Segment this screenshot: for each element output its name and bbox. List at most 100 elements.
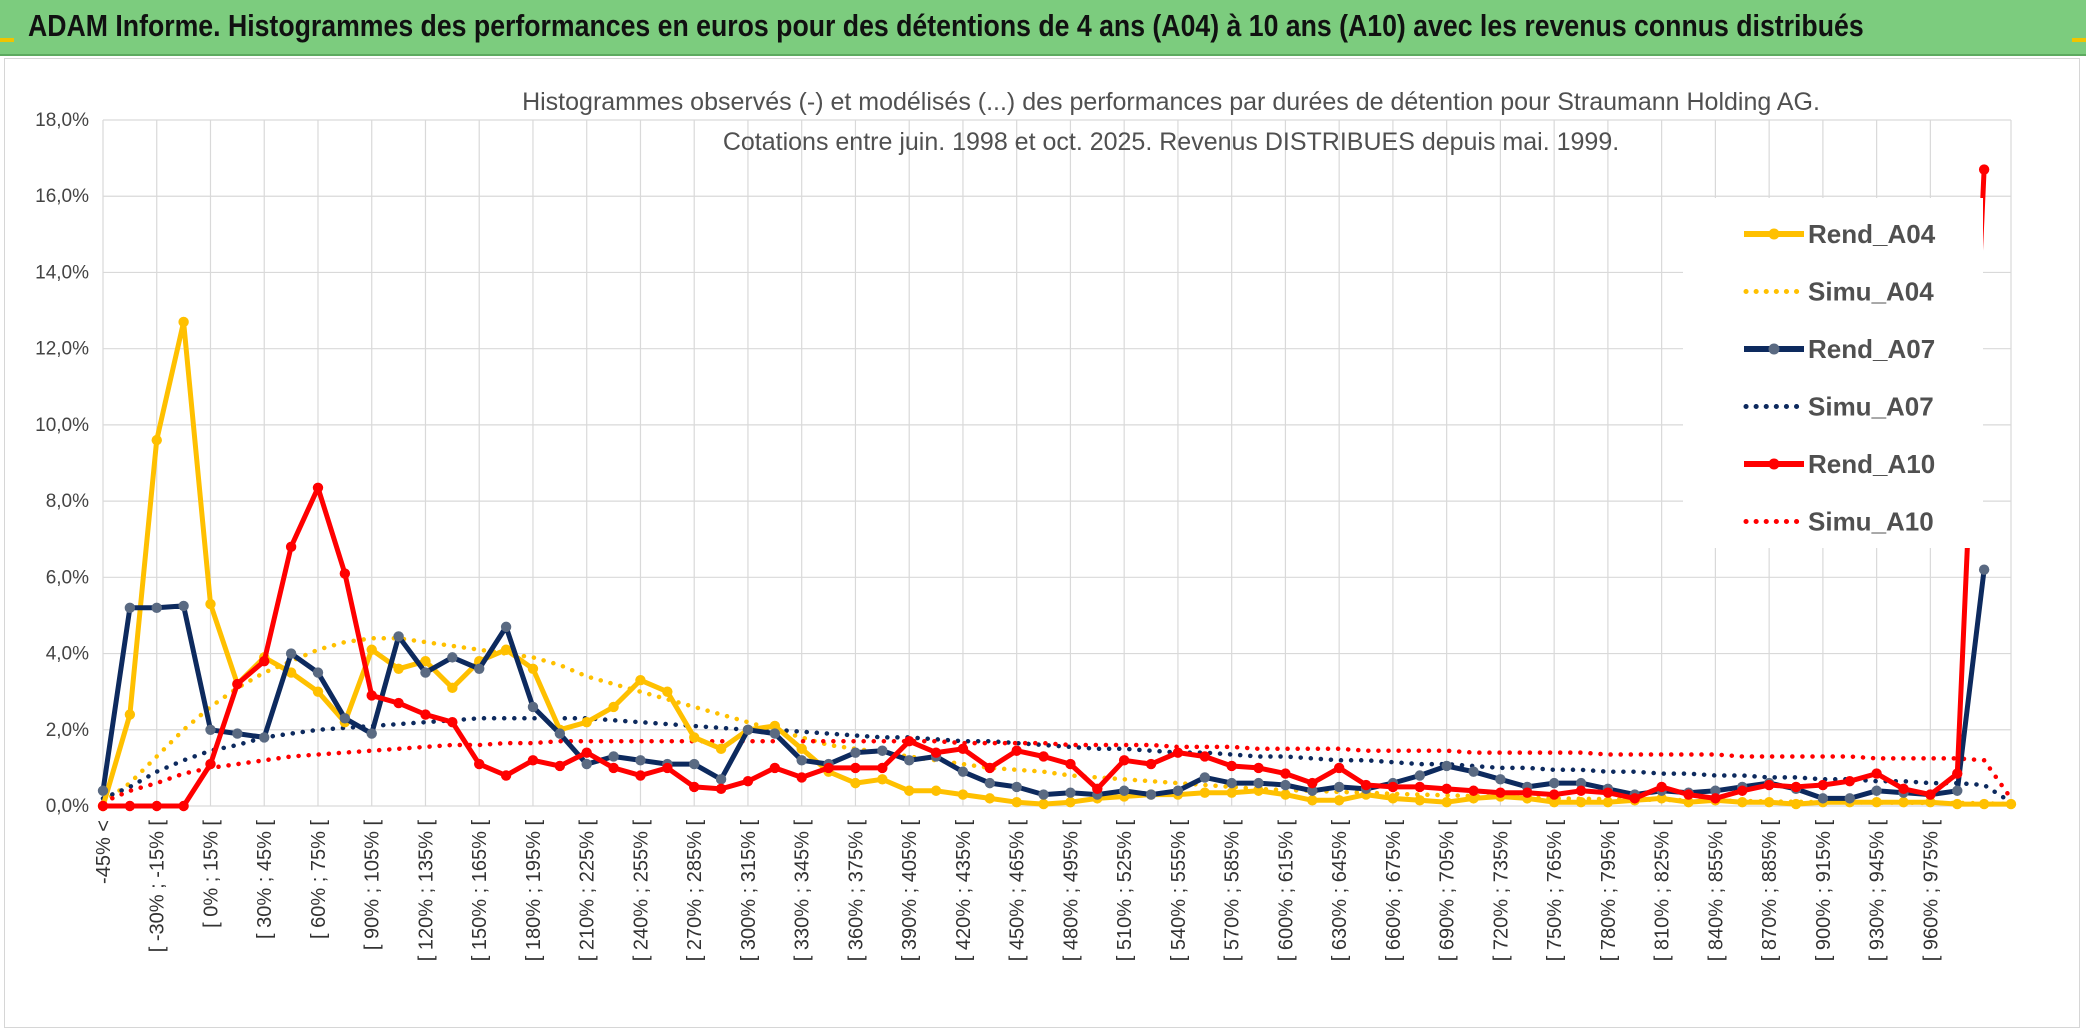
data-point-Rend_A04	[957, 789, 969, 800]
corner-mark	[2072, 38, 2086, 42]
corner-mark	[0, 38, 14, 42]
data-point-Rend_A04	[420, 655, 431, 667]
data-point-Rend_A04	[1253, 785, 1264, 796]
x-tick-label: [ 180% ; 195% [	[523, 820, 545, 962]
data-point-Rend_A07	[1414, 770, 1425, 781]
x-tick-label: [ 420% ; 435% [	[953, 820, 975, 962]
data-point-Rend_A10	[903, 736, 915, 747]
x-tick-label: [ 600% ; 615% [	[1275, 820, 1297, 962]
data-point-Rend_A07	[1978, 564, 1990, 575]
data-point-Rend_A07	[957, 766, 969, 777]
data-point-Rend_A10	[1790, 781, 1802, 793]
legend-label-Simu_A04: Simu_A04	[1808, 277, 1934, 307]
series-lines	[97, 164, 2017, 812]
data-point-Rend_A07	[259, 732, 270, 743]
data-point-Rend_A04	[1333, 795, 1345, 806]
series-line-Simu_A10	[100, 738, 2014, 805]
data-point-Rend_A10	[151, 800, 162, 812]
x-tick-label: [ -30% ; -15% [	[147, 820, 169, 953]
chart-subtitle: Cotations entre juin. 1998 et oct. 2025.…	[723, 128, 1619, 156]
data-point-Rend_A07	[554, 728, 566, 739]
x-tick-label: [ 270% ; 285% [	[684, 820, 706, 962]
data-point-Rend_A07	[715, 774, 727, 785]
x-tick-label: [ 750% ; 765% [	[1544, 820, 1566, 962]
data-point-Rend_A07	[1307, 785, 1318, 796]
data-point-Rend_A10	[1307, 777, 1318, 789]
data-point-Rend_A04	[1656, 793, 1667, 804]
y-tick-label: 18,0%	[35, 110, 89, 131]
data-point-Rend_A10	[1683, 789, 1694, 800]
data-point-Rend_A04	[1280, 789, 1291, 800]
data-point-Rend_A10	[1548, 789, 1560, 800]
x-tick-label: [ 480% ; 495% [	[1060, 820, 1082, 962]
x-tick-label: [ 870% ; 885% [	[1759, 820, 1781, 962]
x-tick-label: -45% <	[93, 820, 115, 884]
data-point-Rend_A10	[393, 697, 404, 709]
legend-marker-Rend_A04	[1768, 228, 1780, 240]
data-point-Rend_A07	[1038, 789, 1049, 800]
data-point-Rend_A07	[1065, 787, 1076, 798]
data-point-Rend_A07	[205, 724, 216, 735]
data-point-Rend_A07	[1468, 766, 1479, 777]
data-point-Rend_A10	[259, 655, 270, 667]
x-tick-label: [ 720% ; 735% [	[1490, 820, 1512, 962]
data-point-Rend_A04	[312, 686, 324, 697]
data-point-Rend_A10	[474, 758, 485, 770]
data-point-Rend_A10	[1871, 768, 1882, 779]
x-tick-label: [ 210% ; 225% [	[577, 820, 599, 962]
data-point-Rend_A10	[1925, 789, 1936, 800]
data-point-Rend_A07	[581, 758, 592, 770]
data-point-Rend_A04	[527, 663, 539, 674]
data-point-Rend_A04	[1548, 796, 1560, 808]
data-point-Rend_A10	[984, 762, 996, 774]
data-point-Rend_A04	[366, 644, 377, 655]
data-point-Rend_A04	[1978, 798, 1990, 810]
data-point-Rend_A10	[178, 800, 189, 812]
data-point-Rend_A07	[1226, 777, 1237, 789]
data-point-Rend_A10	[1360, 779, 1372, 791]
data-point-Rend_A10	[581, 747, 592, 758]
data-point-Rend_A07	[1145, 789, 1157, 800]
data-point-Rend_A10	[1495, 787, 1506, 798]
x-tick-label: [ 240% ; 255% [	[630, 820, 652, 962]
data-point-Rend_A04	[1226, 787, 1237, 798]
legend-label-Simu_A10: Simu_A10	[1808, 507, 1934, 537]
data-point-Rend_A04	[393, 663, 404, 674]
data-point-Rend_A07	[366, 728, 377, 739]
data-point-Rend_A10	[124, 800, 136, 812]
data-point-Rend_A10	[1522, 787, 1533, 798]
x-tick-label: [ 840% ; 855% [	[1705, 820, 1727, 962]
data-point-Rend_A04	[1414, 795, 1425, 806]
data-point-Rend_A10	[1844, 776, 1855, 787]
x-tick-label: [ 900% ; 915% [	[1813, 820, 1835, 962]
data-point-Rend_A04	[984, 793, 996, 804]
data-point-Rend_A10	[1253, 762, 1264, 774]
data-point-Rend_A04	[662, 686, 673, 697]
data-point-Rend_A10	[1602, 787, 1614, 798]
data-point-Rend_A07	[312, 667, 324, 678]
data-point-Rend_A07	[1710, 785, 1721, 796]
data-point-Rend_A04	[715, 743, 727, 755]
data-point-Rend_A10	[1575, 785, 1587, 796]
data-point-Rend_A07	[1844, 793, 1855, 804]
data-point-Rend_A04	[1925, 796, 1936, 808]
data-point-Rend_A10	[796, 772, 807, 783]
data-point-Rend_A07	[1575, 777, 1587, 789]
chart-frame	[4, 58, 2080, 1028]
data-point-Rend_A07	[1253, 777, 1264, 789]
y-tick-label: 14,0%	[35, 262, 89, 283]
x-tick-label: [ 360% ; 375% [	[845, 820, 867, 962]
x-tick-label: [ 660% ; 675% [	[1383, 820, 1405, 962]
data-point-Rend_A07	[1952, 785, 1963, 796]
data-point-Rend_A10	[285, 541, 297, 553]
data-point-Rend_A07	[1199, 772, 1211, 783]
data-point-Rend_A10	[1172, 747, 1184, 758]
data-point-Rend_A07	[877, 745, 888, 756]
y-tick-label: 6,0%	[46, 567, 89, 588]
data-point-Rend_A10	[312, 482, 324, 493]
legend-label-Rend_A04: Rend_A04	[1808, 219, 1936, 249]
data-point-Rend_A10	[823, 762, 834, 774]
data-point-Rend_A10	[447, 716, 458, 728]
legend-marker-Rend_A07	[1768, 343, 1780, 355]
legend: Rend_A04 Simu_A04 Rend_A07 Simu_A07 Rend_A10…	[1683, 198, 1983, 548]
